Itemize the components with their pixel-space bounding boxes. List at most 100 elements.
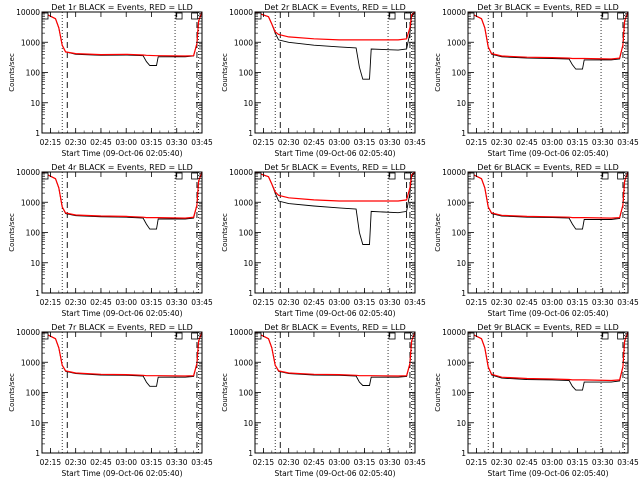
y-tick-label: 100 [239,229,254,238]
plot-frame [41,171,203,294]
x-tick-label: 03:45 [404,458,426,467]
y-tick-label: 10 [30,99,40,108]
x-tick-label: 03:00 [328,458,350,467]
detector-plot: Det 5r BLACK = Events, RED = LLD 1 10 100 10… [221,163,426,318]
series-line-lld [467,171,629,219]
x-tick-label: 02:45 [90,138,112,147]
event-marker-box [254,172,262,180]
detector-plot: Det 6r BLACK = Events, RED = LLD 1 10 100 10… [434,163,639,318]
series-line-lld [41,331,203,377]
y-tick-label: 100 [26,229,41,238]
y-axis-label: Counts/sec [434,213,442,252]
y-tick-label: 10 [30,419,40,428]
event-marker-box [175,172,183,180]
event-marker-box [601,172,609,180]
plot-frame [254,331,416,454]
x-tick-label: 02:15 [466,458,488,467]
x-tick-label: 03:30 [592,458,614,467]
event-marker-box [41,12,49,20]
y-tick-label: 100 [452,229,467,238]
x-tick-label: 02:30 [278,458,300,467]
x-tick-label: 02:15 [40,298,62,307]
x-axis-label: Start Time (09-Oct-06 02:05:40) [274,469,395,478]
x-tick-label: 02:45 [516,458,538,467]
y-tick-label: 1000 [447,358,466,367]
x-axis-label: Start Time (09-Oct-06 02:05:40) [274,149,395,158]
y-tick-label: 10000 [442,328,466,337]
detector-plot: Det 4r BLACK = Events, RED = LLD 1 10 100 10… [8,163,213,318]
plot-title: Det 3r BLACK = Events, RED = LLD [477,3,619,12]
y-tick-label: 10000 [442,168,466,177]
x-tick-label: 02:15 [40,138,62,147]
x-tick-label: 03:15 [354,298,376,307]
y-tick-label: 1 [461,289,466,298]
event-marker-box [404,332,412,340]
x-tick-label: 03:15 [354,138,376,147]
x-axis-label: Start Time (09-Oct-06 02:05:40) [487,469,608,478]
y-tick-label: 10 [243,99,253,108]
event-marker-box [404,172,412,180]
y-tick-label: 10000 [229,168,253,177]
x-tick-label: 03:15 [141,458,163,467]
y-tick-label: 1 [35,129,40,138]
x-tick-label: 02:30 [491,458,513,467]
y-tick-label: 100 [239,389,254,398]
event-marker-box [41,332,49,340]
detector-plot: Det 2r BLACK = Events, RED = LLD 1 10 100 10… [221,3,426,158]
y-tick-label: 10 [456,99,466,108]
x-tick-label: 02:30 [491,138,513,147]
y-tick-label: 10 [456,419,466,428]
y-tick-label: 1000 [21,358,40,367]
x-tick-label: 03:15 [567,298,589,307]
event-marker-box [467,172,475,180]
x-tick-label: 03:00 [541,458,563,467]
series-line-events [467,171,629,230]
plot-frame [41,11,203,134]
event-marker-box [41,172,49,180]
x-tick-label: 02:30 [278,298,300,307]
x-tick-label: 02:15 [253,138,275,147]
y-tick-label: 100 [26,69,41,78]
series-line-lld [254,171,416,202]
y-axis-label: Counts/sec [221,373,229,412]
event-marker-box [191,332,199,340]
event-marker-box [404,12,412,20]
y-tick-label: 1000 [234,38,253,47]
detector-plot: Det 8r BLACK = Events, RED = LLD 1 10 100 10… [221,323,426,478]
x-tick-label: 02:30 [491,298,513,307]
plot-title: Det 9r BLACK = Events, RED = LLD [477,323,619,332]
y-axis-label: Counts/sec [8,373,16,412]
x-tick-label: 03:30 [166,138,188,147]
y-tick-label: 1 [248,129,253,138]
y-tick-label: 1 [248,289,253,298]
plot-frame [41,331,203,454]
x-axis-label: Start Time (09-Oct-06 02:05:40) [487,149,608,158]
plot-title: Det 7r BLACK = Events, RED = LLD [51,323,193,332]
event-marker-box [467,332,475,340]
y-tick-label: 10000 [16,328,40,337]
y-tick-label: 1 [248,449,253,458]
series-line-lld [41,11,203,57]
y-tick-label: 1000 [447,38,466,47]
x-tick-label: 03:15 [141,298,163,307]
x-tick-label: 03:45 [191,298,213,307]
x-tick-label: 03:00 [115,298,137,307]
x-tick-label: 02:30 [278,138,300,147]
series-line-events [41,11,203,66]
x-tick-label: 03:00 [541,298,563,307]
plot-title: Det 4r BLACK = Events, RED = LLD [51,163,193,172]
event-marker-box [191,12,199,20]
x-axis-label: Start Time (09-Oct-06 02:05:40) [61,309,182,318]
x-tick-label: 03:15 [567,138,589,147]
x-tick-label: 02:45 [303,138,325,147]
detector-plot: Det 7r BLACK = Events, RED = LLD 1 10 100 10… [8,323,213,478]
y-tick-label: 1000 [234,358,253,367]
x-tick-label: 03:30 [379,138,401,147]
series-line-events [254,11,416,80]
y-tick-label: 1 [35,289,40,298]
y-tick-label: 100 [239,69,254,78]
y-tick-label: 1 [461,449,466,458]
plot-frame [254,171,416,294]
x-tick-label: 03:30 [379,298,401,307]
event-marker-box [254,332,262,340]
